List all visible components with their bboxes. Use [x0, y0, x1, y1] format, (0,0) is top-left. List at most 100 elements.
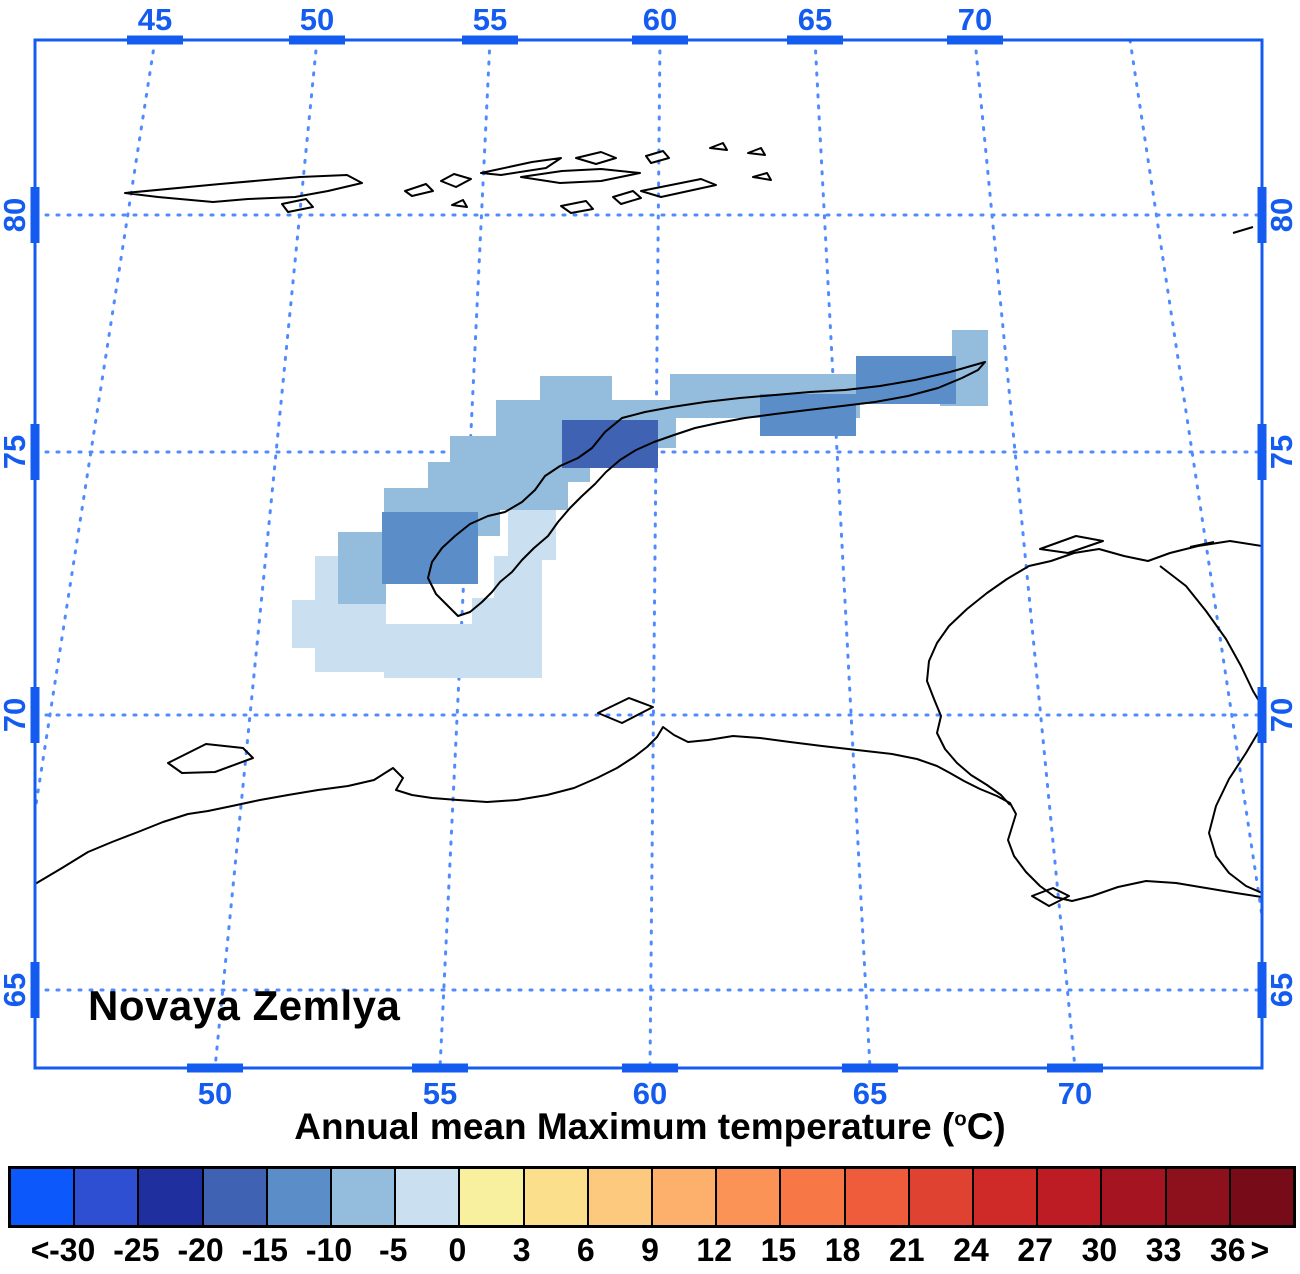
tick-left: [30, 187, 40, 243]
coastline-east-island: [1159, 565, 1261, 894]
map-frame: [30, 35, 1267, 1073]
colorbar-title-unit: C): [966, 1106, 1006, 1147]
axis-tick-label: 80: [0, 198, 32, 232]
colorbar-segment: [1038, 1169, 1103, 1225]
coastline-mainland: [36, 726, 1261, 902]
colorbar-tick-label: -10: [305, 1232, 353, 1268]
tick-top: [632, 35, 688, 45]
axis-tick-label: 60: [633, 1076, 667, 1111]
temperature-cell: [384, 648, 542, 678]
axis-tick-label: 75: [0, 435, 32, 469]
tick-bottom: [842, 1063, 898, 1073]
colorbar-tick-label: -5: [378, 1232, 408, 1268]
colorbar-tick-label: >: [1250, 1232, 1270, 1268]
axis-tick-label: 45: [138, 2, 172, 37]
colorbar-tick-label: 12: [696, 1232, 732, 1268]
colorbar-tick-label: 21: [889, 1232, 925, 1268]
colorbar-segment: [588, 1169, 654, 1225]
colorbar-tick-label: 33: [1145, 1232, 1182, 1268]
colorbar-segment: [139, 1169, 204, 1225]
axis-labels: 45 50 55 60 65 70 50 55 60 65 70 80 75 70 65 80 75 70 65: [0, 2, 1299, 1111]
axis-tick-label: 65: [853, 1076, 887, 1111]
coastline-archipelago: [124, 142, 1254, 234]
colorbar-tick-label: 6: [576, 1232, 595, 1268]
tick-right: [1257, 424, 1267, 480]
tick-top: [787, 35, 843, 45]
tick-bottom: [622, 1063, 678, 1073]
axis-tick-label: 55: [423, 1076, 457, 1111]
tick-right: [1257, 962, 1267, 1018]
coastlines: [36, 142, 1261, 907]
tick-right: [1257, 187, 1267, 243]
temperature-cell: [338, 532, 386, 604]
gridline-meridian: [813, 41, 872, 1067]
colorbar-segment: [267, 1169, 333, 1225]
degree-symbol: o: [954, 1108, 967, 1131]
tick-top: [127, 35, 183, 45]
tick-bottom: [187, 1063, 243, 1073]
colorbar-tick-label: -25: [113, 1232, 160, 1268]
colorbar-segment: [717, 1169, 782, 1225]
colorbar-segment: [653, 1169, 718, 1225]
tick-right: [1257, 687, 1267, 743]
tick-top: [947, 35, 1003, 45]
gridline-meridian: [648, 41, 662, 1067]
tick-bottom: [1047, 1063, 1103, 1073]
colorbar-segment: [11, 1169, 76, 1225]
graticule: [36, 41, 1261, 1067]
colorbar-tick-label: 30: [1081, 1232, 1118, 1268]
colorbar-tick-label: 0: [448, 1232, 467, 1268]
colorbar-segment: [781, 1169, 846, 1225]
colorbar-segment: [524, 1169, 589, 1225]
temperature-cell: [540, 376, 612, 404]
tick-left: [30, 687, 40, 743]
colorbar-segment: [396, 1169, 461, 1225]
colorbar-segment: [1102, 1169, 1167, 1225]
axis-tick-label: 50: [198, 1076, 232, 1111]
axis-tick-label: 80: [1264, 198, 1299, 232]
temperature-cells: [292, 330, 988, 678]
colorbar-tick-label: -30: [49, 1232, 96, 1268]
axis-tick-label: 55: [473, 2, 507, 37]
axis-tick-label: 65: [798, 2, 832, 37]
colorbar-tick-label: -15: [241, 1232, 288, 1268]
axis-tick-label: 70: [958, 2, 992, 37]
gridline-meridian: [36, 41, 157, 815]
colorbar-title-text: Annual mean Maximum temperature (: [294, 1106, 955, 1147]
colorbar-tick-label: -20: [177, 1232, 224, 1268]
tick-bottom: [412, 1063, 468, 1073]
coastline-island-small: [167, 535, 1215, 907]
colorbar: [8, 1166, 1296, 1228]
axis-tick-label: 70: [0, 698, 32, 732]
axis-tick-label: 50: [300, 2, 334, 37]
tick-top: [289, 35, 345, 45]
colorbar-segment: [909, 1169, 975, 1225]
axis-tick-label: 65: [1264, 973, 1299, 1007]
gridline-meridian: [213, 41, 319, 1067]
tick-left: [30, 962, 40, 1018]
tick-left: [30, 424, 40, 480]
colorbar-segment: [974, 1169, 1039, 1225]
colorbar-segment: [1230, 1169, 1294, 1225]
colorbar-segment: [1166, 1169, 1231, 1225]
gridline-meridian: [438, 41, 492, 1067]
axis-tick-label: 60: [643, 2, 677, 37]
colorbar-tick-label: 36: [1210, 1232, 1246, 1268]
temperature-cell: [952, 330, 988, 358]
colorbar-tick-label: <: [30, 1232, 50, 1268]
temperature-cell: [494, 556, 542, 602]
tick-top: [462, 35, 518, 45]
colorbar-segment: [845, 1169, 910, 1225]
region-label: Novaya Zemlya: [88, 982, 401, 1029]
axis-tick-label: 70: [1264, 698, 1299, 732]
colorbar-tick-label: 9: [641, 1232, 659, 1268]
axis-tick-label: 75: [1264, 435, 1299, 469]
colorbar-title: Annual mean Maximum temperature (oC): [0, 1106, 1300, 1148]
colorbar-tick-label: 24: [953, 1232, 989, 1268]
axis-tick-label: 65: [0, 973, 32, 1007]
colorbar-segment: [75, 1169, 140, 1225]
colorbar-segment: [460, 1169, 525, 1225]
coastline-novaya-zemlya: [427, 361, 986, 617]
